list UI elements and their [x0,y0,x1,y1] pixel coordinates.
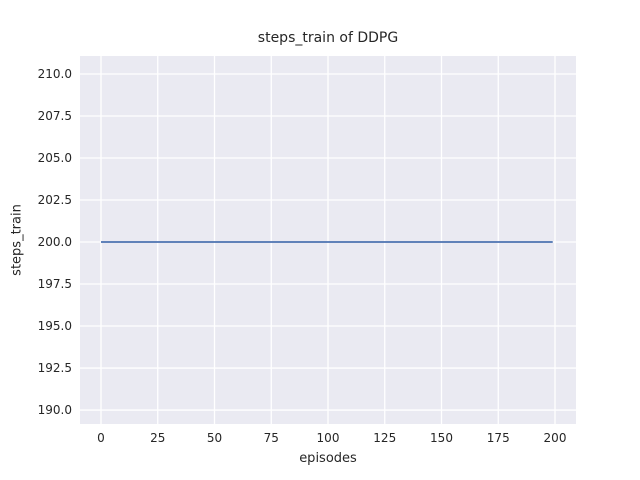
x-tick-label: 25 [150,431,166,445]
x-tick-label: 125 [373,431,397,445]
x-tick-label: 0 [97,431,105,445]
plot-area [80,56,576,424]
x-tick-label: 200 [543,431,567,445]
y-tick-label: 202.5 [37,193,72,207]
y-tick-label: 205.0 [37,150,72,165]
y-tick-label: 192.5 [37,361,72,376]
x-tick-label: 50 [206,431,223,445]
y-tick-label: 200.0 [37,235,72,250]
x-tick-label: 75 [263,431,279,445]
y-tick-label: 197.5 [37,277,72,292]
x-tick-label: 150 [430,431,453,445]
x-tick-label: 100 [316,431,340,445]
x-tick-label: 175 [486,431,510,445]
chart-title: steps_train of DDPG [257,30,399,46]
y-axis-label: steps_train [9,204,25,276]
y-tick-label: 195.0 [37,319,72,334]
plot-canvas [80,56,576,424]
y-tick-label: 190.0 [37,403,72,418]
y-tick-label: 207.5 [37,108,72,123]
x-axis-label: episodes [299,451,357,466]
y-tick-label: 210.0 [37,66,72,81]
